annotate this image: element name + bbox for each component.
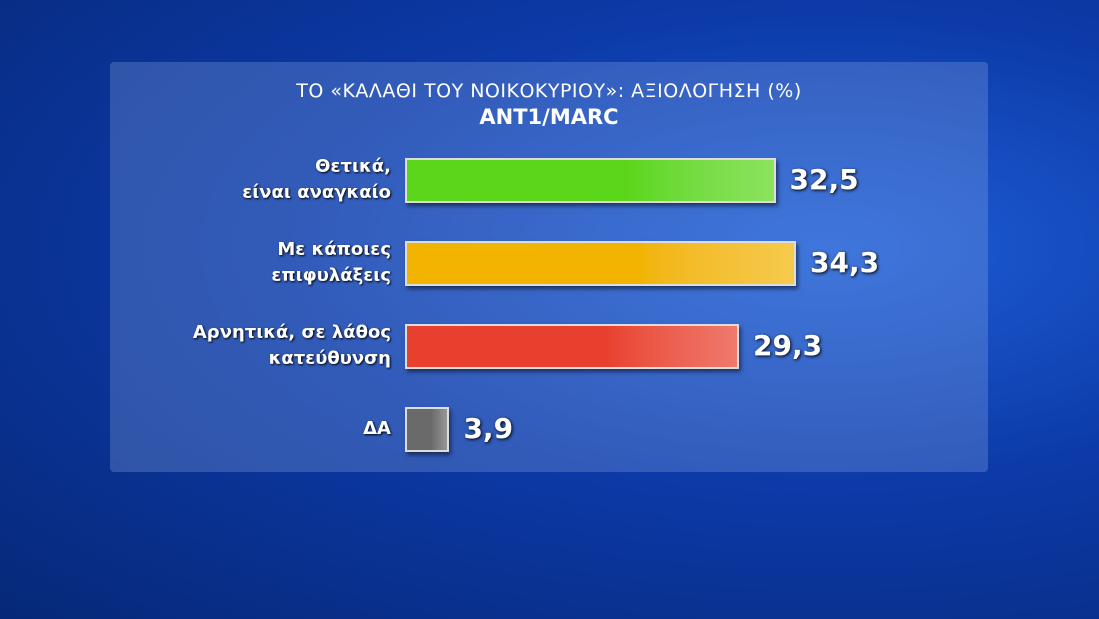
bar [405, 324, 740, 369]
category-label: Θετικά, είναι αναγκαίο [242, 156, 391, 203]
value-label: 29,3 [753, 329, 823, 362]
value-label: 3,9 [463, 412, 514, 445]
category-label: Αρνητικά, σε λάθος κατεύθυνση [192, 322, 391, 369]
category-label: ΔΑ [363, 418, 391, 439]
value-label: 32,5 [789, 163, 859, 196]
category-label: Με κάποιες επιφυλάξεις [271, 239, 391, 286]
bar [405, 241, 797, 286]
value-label: 34,3 [810, 246, 880, 279]
chart-subtitle: ANT1/MARC [479, 105, 619, 129]
chart-title: ΤΟ «ΚΑΛΑΘΙ ΤΟΥ ΝΟΙΚΟΚΥΡΙΟΥ»: ΑΞΙΟΛΟΓΗΣΗ … [296, 80, 802, 102]
bar [405, 407, 450, 452]
bar [405, 158, 776, 203]
